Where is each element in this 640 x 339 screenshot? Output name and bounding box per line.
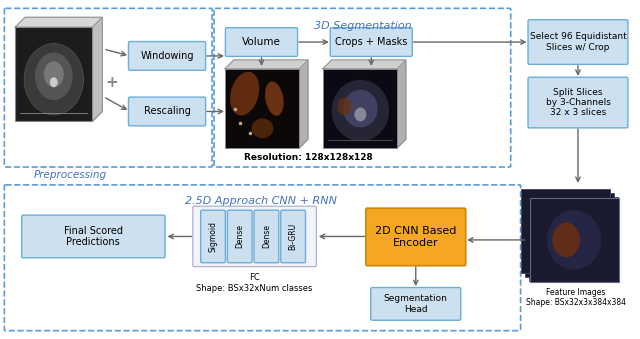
FancyBboxPatch shape bbox=[371, 287, 461, 320]
Text: +: + bbox=[106, 75, 118, 90]
FancyBboxPatch shape bbox=[281, 210, 305, 263]
FancyBboxPatch shape bbox=[254, 210, 279, 263]
Polygon shape bbox=[323, 60, 406, 69]
Text: Split Slices
by 3-Channels
32 x 3 slices: Split Slices by 3-Channels 32 x 3 slices bbox=[545, 88, 611, 117]
Text: Preprocessing: Preprocessing bbox=[34, 170, 107, 180]
Ellipse shape bbox=[338, 98, 351, 116]
FancyBboxPatch shape bbox=[366, 208, 466, 266]
Bar bbox=[520, 189, 610, 273]
Text: 3D Segmentation: 3D Segmentation bbox=[314, 21, 411, 31]
Ellipse shape bbox=[44, 61, 64, 87]
Text: Final Scored
Predictions: Final Scored Predictions bbox=[64, 226, 123, 247]
Polygon shape bbox=[397, 60, 406, 148]
Ellipse shape bbox=[332, 80, 389, 141]
Text: 2.5D Approach CNN + RNN: 2.5D Approach CNN + RNN bbox=[184, 196, 337, 206]
Bar bbox=[529, 197, 618, 281]
FancyBboxPatch shape bbox=[201, 210, 225, 263]
Bar bbox=[225, 69, 299, 148]
Text: Windowing: Windowing bbox=[140, 51, 194, 61]
Ellipse shape bbox=[35, 53, 72, 100]
Text: Select 96 Equidistant
Slices w/ Crop: Select 96 Equidistant Slices w/ Crop bbox=[529, 32, 627, 52]
FancyBboxPatch shape bbox=[129, 97, 205, 126]
Text: Rescaling: Rescaling bbox=[143, 106, 191, 117]
Text: Bi-GRU: Bi-GRU bbox=[289, 223, 298, 250]
FancyBboxPatch shape bbox=[330, 28, 412, 56]
Ellipse shape bbox=[24, 43, 83, 115]
Ellipse shape bbox=[230, 72, 259, 116]
Text: Segmentation
Head: Segmentation Head bbox=[384, 294, 448, 314]
Text: Volume: Volume bbox=[242, 37, 281, 47]
Polygon shape bbox=[92, 17, 102, 121]
Text: Crops + Masks: Crops + Masks bbox=[335, 37, 408, 47]
Text: FC
Shape: BSx32xNum classes: FC Shape: BSx32xNum classes bbox=[196, 273, 313, 293]
Ellipse shape bbox=[50, 77, 58, 87]
FancyBboxPatch shape bbox=[227, 210, 252, 263]
Polygon shape bbox=[225, 60, 308, 69]
Bar bbox=[15, 27, 92, 121]
FancyBboxPatch shape bbox=[528, 20, 628, 64]
FancyBboxPatch shape bbox=[225, 28, 298, 56]
Bar bbox=[525, 193, 614, 277]
Ellipse shape bbox=[552, 223, 580, 257]
Text: Sigmoid: Sigmoid bbox=[209, 221, 218, 252]
Text: Resolution: 128x128x128: Resolution: 128x128x128 bbox=[244, 153, 372, 162]
Text: Dense: Dense bbox=[236, 224, 244, 248]
FancyBboxPatch shape bbox=[129, 42, 205, 70]
Ellipse shape bbox=[547, 210, 601, 270]
Text: Dense: Dense bbox=[262, 224, 271, 248]
Ellipse shape bbox=[343, 89, 378, 127]
Polygon shape bbox=[299, 60, 308, 148]
FancyBboxPatch shape bbox=[22, 215, 165, 258]
Ellipse shape bbox=[252, 118, 273, 138]
Polygon shape bbox=[15, 17, 102, 27]
Text: Feature Images
Shape: BSx32x3x384x384: Feature Images Shape: BSx32x3x384x384 bbox=[526, 288, 626, 307]
FancyBboxPatch shape bbox=[193, 206, 316, 267]
Ellipse shape bbox=[265, 81, 284, 116]
FancyBboxPatch shape bbox=[528, 77, 628, 128]
Text: 2D CNN Based
Encoder: 2D CNN Based Encoder bbox=[375, 226, 456, 248]
Bar bbox=[529, 198, 618, 282]
Ellipse shape bbox=[355, 107, 366, 121]
Bar bbox=[323, 69, 397, 148]
